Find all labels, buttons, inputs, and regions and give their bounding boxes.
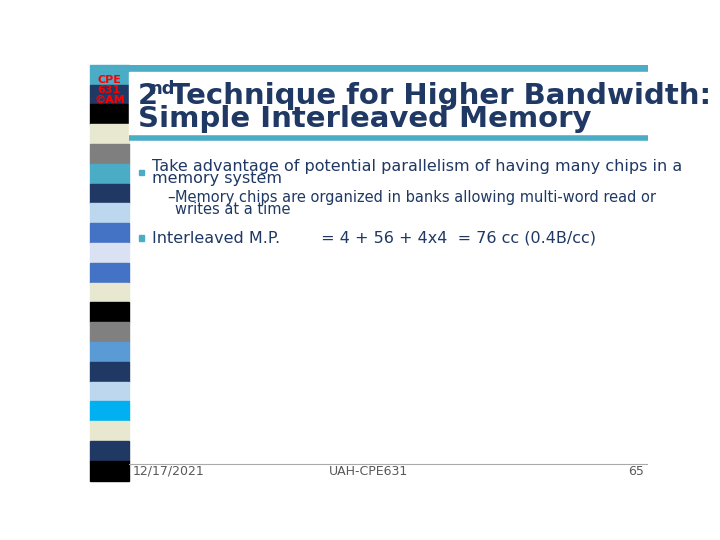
- Bar: [90, 243, 129, 263]
- Bar: [90, 342, 129, 362]
- Bar: [90, 441, 129, 461]
- Bar: [90, 302, 129, 322]
- Bar: [90, 382, 129, 401]
- Text: 12/17/2021: 12/17/2021: [132, 465, 204, 478]
- Text: memory system: memory system: [152, 171, 282, 186]
- Bar: [90, 461, 129, 481]
- Bar: [90, 85, 129, 104]
- Bar: [129, 65, 648, 72]
- Bar: [90, 282, 129, 302]
- Bar: [90, 223, 129, 243]
- Bar: [90, 144, 129, 164]
- Bar: [90, 184, 129, 204]
- Bar: [90, 65, 129, 85]
- Text: 631: 631: [98, 85, 121, 95]
- Bar: [90, 362, 129, 382]
- Bar: [129, 72, 648, 138]
- Text: ©AM: ©AM: [94, 95, 125, 105]
- Bar: [139, 170, 144, 176]
- Bar: [90, 263, 129, 282]
- Text: Memory chips are organized in banks allowing multi-word read or: Memory chips are organized in banks allo…: [175, 190, 656, 205]
- Text: Take advantage of potential parallelism of having many chips in a: Take advantage of potential parallelism …: [152, 159, 683, 174]
- Bar: [139, 235, 144, 241]
- Text: –: –: [168, 190, 175, 205]
- Text: CPE: CPE: [97, 75, 121, 85]
- Text: nd: nd: [150, 80, 175, 98]
- Bar: [90, 124, 129, 144]
- Bar: [90, 164, 129, 184]
- Text: 65: 65: [629, 465, 644, 478]
- Text: writes at a time: writes at a time: [175, 202, 291, 217]
- Bar: [90, 204, 129, 223]
- Text: UAH-CPE631: UAH-CPE631: [329, 465, 409, 478]
- Bar: [90, 421, 129, 441]
- Text: Interleaved M.P.        = 4 + 56 + 4x4  = 76 cc (0.4B/cc): Interleaved M.P. = 4 + 56 + 4x4 = 76 cc …: [152, 231, 596, 246]
- Text: Simple Interleaved Memory: Simple Interleaved Memory: [138, 105, 592, 133]
- Text: Technique for Higher Bandwidth:: Technique for Higher Bandwidth:: [160, 82, 711, 110]
- Bar: [90, 322, 129, 342]
- Bar: [90, 104, 129, 124]
- Text: 2: 2: [138, 82, 158, 110]
- Bar: [90, 401, 129, 421]
